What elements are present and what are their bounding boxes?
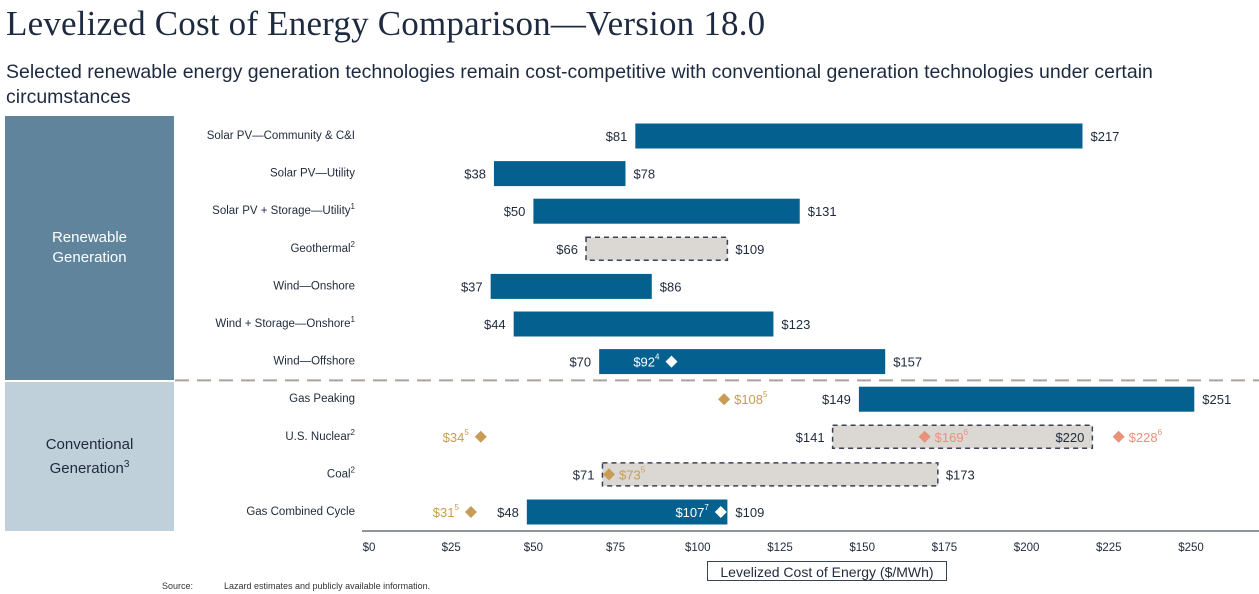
range-bar bbox=[635, 123, 1083, 149]
diamond-marker bbox=[474, 430, 487, 443]
low-value-label: $48 bbox=[497, 505, 519, 520]
low-value-label: $141 bbox=[796, 429, 825, 444]
category-label: U.S. Nuclear2 bbox=[285, 427, 355, 443]
high-value-label: $217 bbox=[1090, 129, 1119, 144]
high-value-label: $131 bbox=[808, 204, 837, 219]
diamond-marker bbox=[603, 468, 616, 481]
diamond-marker bbox=[718, 393, 731, 406]
renewable-generation-label: Renewable Generation bbox=[51, 229, 128, 266]
x-axis-title: Levelized Cost of Energy ($/MWh) bbox=[707, 561, 947, 581]
range-bar bbox=[513, 311, 774, 337]
diamond-marker bbox=[918, 430, 931, 443]
category-label: Wind—Onshore bbox=[273, 280, 355, 292]
range-bar bbox=[490, 273, 652, 299]
source-note: Source: Lazard estimates and publicly ava… bbox=[162, 581, 430, 591]
range-bar-estimate bbox=[601, 462, 939, 487]
range-bar-estimate bbox=[585, 236, 729, 262]
low-value-label: $38 bbox=[464, 166, 486, 181]
high-value-label: $173 bbox=[946, 467, 975, 482]
high-value-label: $109 bbox=[735, 241, 764, 256]
marker-label: $315 bbox=[433, 503, 460, 520]
low-value-label: $149 bbox=[822, 392, 851, 407]
conventional-generation-panel: Conventional Generation3 bbox=[5, 382, 174, 531]
conventional-generation-text: Conventional Generation bbox=[45, 435, 134, 477]
category-label: Coal2 bbox=[327, 465, 356, 481]
x-tick-label: $100 bbox=[685, 542, 711, 554]
x-tick-label: $50 bbox=[524, 542, 543, 554]
conventional-generation-label: Conventional Generation3 bbox=[30, 435, 150, 479]
page-title: Levelized Cost of Energy Comparison—Vers… bbox=[6, 4, 766, 43]
range-bar bbox=[599, 349, 886, 375]
low-value-label: $70 bbox=[569, 354, 591, 369]
x-tick-label: $200 bbox=[1014, 542, 1040, 554]
category-label: Geothermal2 bbox=[290, 239, 355, 255]
range-bar bbox=[533, 198, 800, 224]
x-tick-label: $225 bbox=[1096, 542, 1122, 554]
category-label: Gas Peaking bbox=[289, 393, 355, 405]
category-label: Wind + Storage—Onshore1 bbox=[215, 315, 355, 331]
marker-label: $1085 bbox=[734, 390, 768, 407]
x-tick-label: $25 bbox=[442, 542, 461, 554]
marker-label: $1077 bbox=[675, 503, 709, 520]
low-value-label: $66 bbox=[556, 241, 578, 256]
conventional-footnote: 3 bbox=[123, 458, 130, 470]
source-label: Source: bbox=[162, 581, 194, 591]
range-bar-estimate bbox=[831, 424, 1094, 450]
x-tick-label: $125 bbox=[767, 542, 793, 554]
category-label: Solar PV—Utility bbox=[270, 168, 355, 180]
x-tick-label: $0 bbox=[363, 542, 376, 554]
x-tick-label: $150 bbox=[849, 542, 875, 554]
category-label: Wind—Offshore bbox=[273, 356, 355, 368]
high-value-label: $86 bbox=[660, 279, 682, 294]
low-value-label: $81 bbox=[606, 129, 628, 144]
category-label: Solar PV + Storage—Utility1 bbox=[212, 202, 355, 218]
category-label: Solar PV—Community & C&I bbox=[207, 130, 355, 142]
high-value-label: $78 bbox=[633, 166, 655, 181]
marker-label: $345 bbox=[443, 427, 470, 444]
low-value-label: $44 bbox=[484, 317, 506, 332]
diamond-marker bbox=[464, 506, 477, 518]
source-text: Lazard estimates and publicly available … bbox=[224, 581, 431, 591]
range-bar bbox=[526, 499, 728, 525]
range-bar bbox=[858, 386, 1195, 412]
high-value-label: $251 bbox=[1202, 392, 1231, 407]
category-label: Gas Combined Cycle bbox=[246, 506, 355, 518]
range-bar bbox=[493, 161, 626, 187]
x-tick-label: $175 bbox=[932, 542, 958, 554]
low-value-label: $71 bbox=[573, 467, 595, 482]
high-value-label: $123 bbox=[781, 317, 810, 332]
high-value-label: $157 bbox=[893, 354, 922, 369]
x-tick-label: $250 bbox=[1178, 542, 1204, 554]
renewable-generation-panel: Renewable Generation bbox=[5, 116, 174, 380]
page-subtitle: Selected renewable energy generation tec… bbox=[6, 61, 1153, 108]
x-tick-label: $75 bbox=[606, 542, 625, 554]
marker-label: $1696 bbox=[935, 427, 969, 444]
diamond-marker bbox=[1112, 430, 1125, 443]
diamond-marker bbox=[665, 355, 678, 368]
marker-label: $2286 bbox=[1129, 427, 1163, 444]
low-value-label: $37 bbox=[461, 279, 483, 294]
low-value-label: $50 bbox=[504, 204, 526, 219]
high-value-label: $220 bbox=[1055, 429, 1084, 444]
marker-label: $735 bbox=[619, 465, 646, 482]
marker-label: $924 bbox=[633, 352, 660, 369]
high-value-label: $109 bbox=[735, 505, 764, 520]
diamond-marker bbox=[714, 506, 727, 518]
